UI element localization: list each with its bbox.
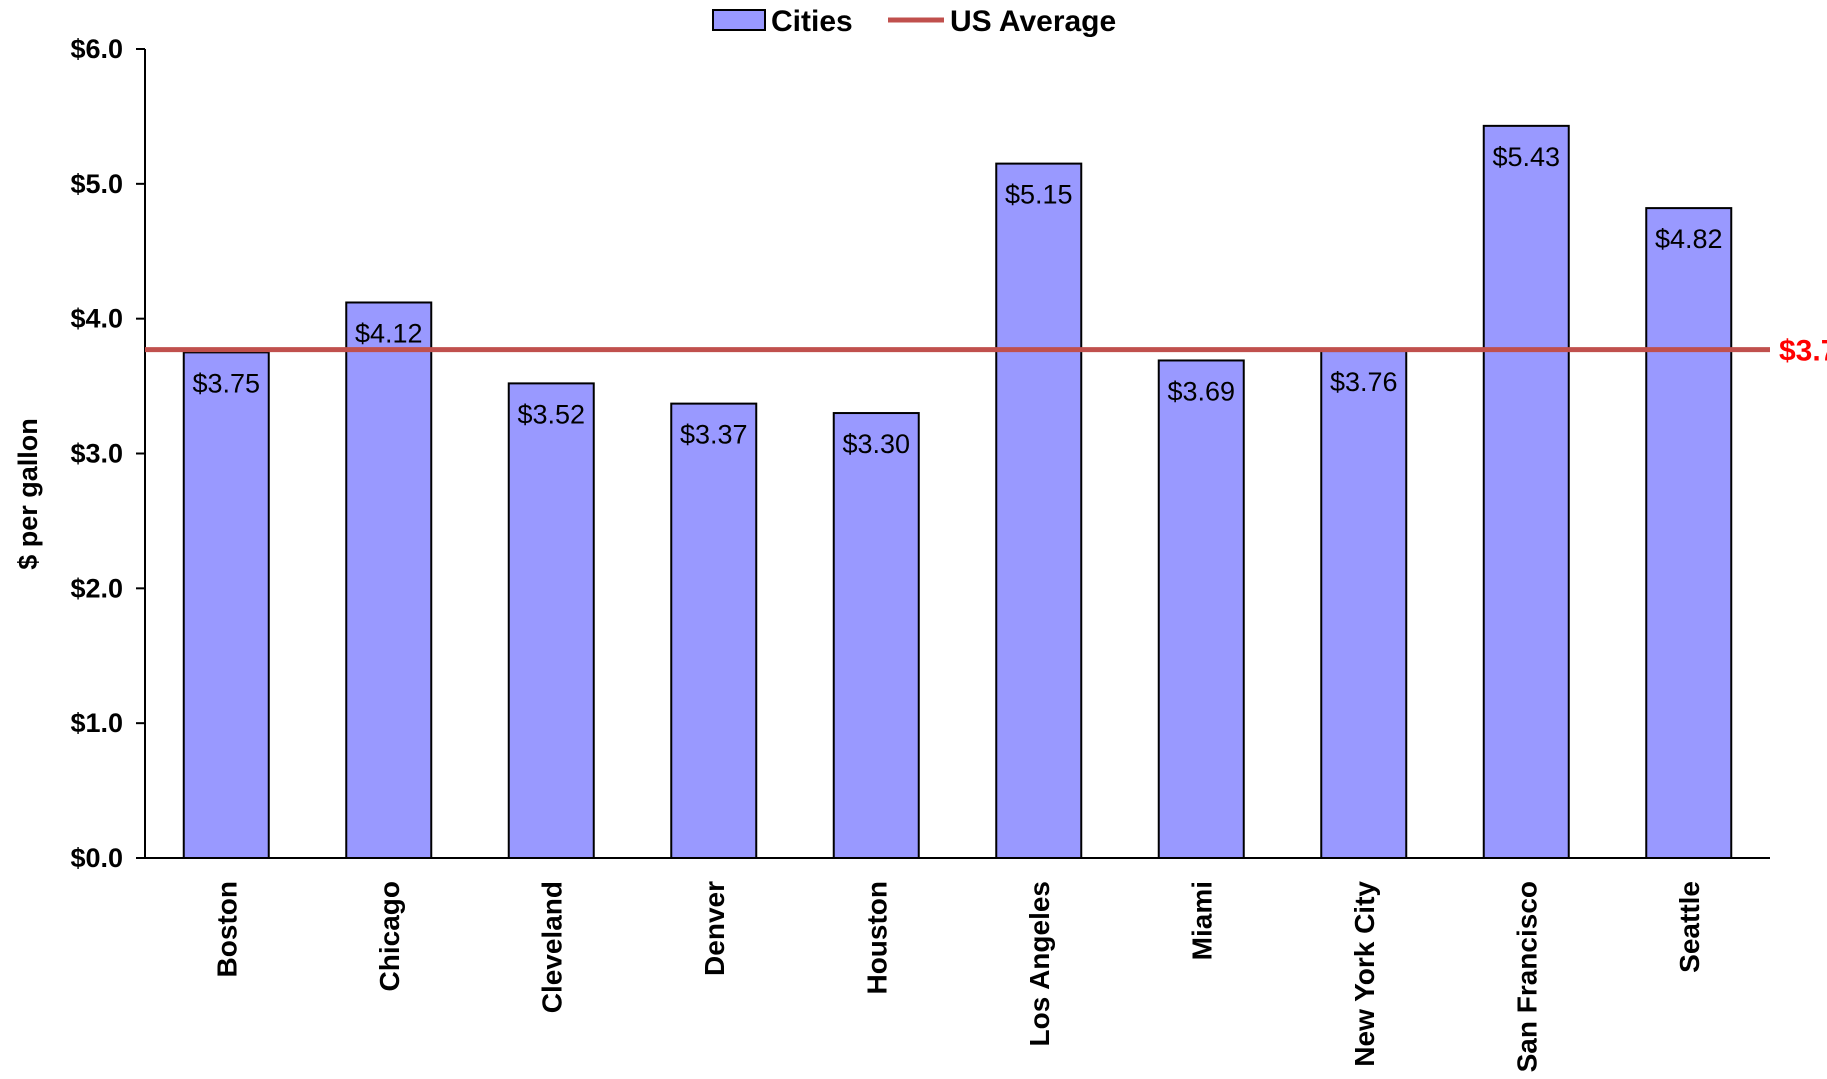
y-tick-label: $5.0 xyxy=(70,169,123,199)
data-label: $3.37 xyxy=(680,420,748,450)
category-label: New York City xyxy=(1349,881,1380,1067)
category-label: Houston xyxy=(861,881,892,995)
category-label: Denver xyxy=(699,881,730,976)
y-tick-label: $2.0 xyxy=(70,573,123,603)
category-label: Boston xyxy=(211,881,242,977)
bar xyxy=(832,412,920,859)
category-label: Miami xyxy=(1186,881,1217,960)
data-label: $3.69 xyxy=(1167,376,1235,406)
legend-swatch-cities xyxy=(712,9,766,31)
y-tick-label: $0.0 xyxy=(70,843,123,873)
bar xyxy=(1645,207,1733,859)
legend: Cities US Average xyxy=(712,5,1116,38)
data-label: $3.75 xyxy=(192,368,260,398)
category-label: Chicago xyxy=(374,881,405,991)
y-axis-title: $ per gallon xyxy=(13,418,43,570)
bar xyxy=(995,162,1083,859)
data-label: $3.30 xyxy=(842,429,910,459)
y-tick-label: $3.0 xyxy=(70,439,123,469)
bar xyxy=(507,382,595,859)
data-label: $3.76 xyxy=(1330,367,1398,397)
category-label: Cleveland xyxy=(536,881,567,1013)
us-average-label: $3.77 xyxy=(1779,335,1827,368)
bar xyxy=(1482,124,1570,860)
category-label: Los Angeles xyxy=(1024,881,1055,1046)
legend-label-us-average: US Average xyxy=(950,5,1116,38)
y-tick-label: $4.0 xyxy=(70,304,123,334)
y-tick-label: $6.0 xyxy=(70,34,123,64)
data-label: $5.43 xyxy=(1492,142,1560,172)
y-tick-label: $1.0 xyxy=(70,708,123,738)
category-label: San Francisco xyxy=(1511,881,1542,1072)
legend-label-cities: Cities xyxy=(771,5,853,38)
data-label: $3.52 xyxy=(517,399,585,429)
bar xyxy=(345,301,433,859)
bar xyxy=(1157,359,1245,859)
bar xyxy=(670,402,758,859)
bar xyxy=(182,351,270,859)
data-label: $5.15 xyxy=(1005,180,1073,210)
data-label: $4.12 xyxy=(355,318,423,348)
category-label: Seattle xyxy=(1674,881,1705,973)
bar xyxy=(1320,350,1408,859)
data-label: $4.82 xyxy=(1655,224,1723,254)
